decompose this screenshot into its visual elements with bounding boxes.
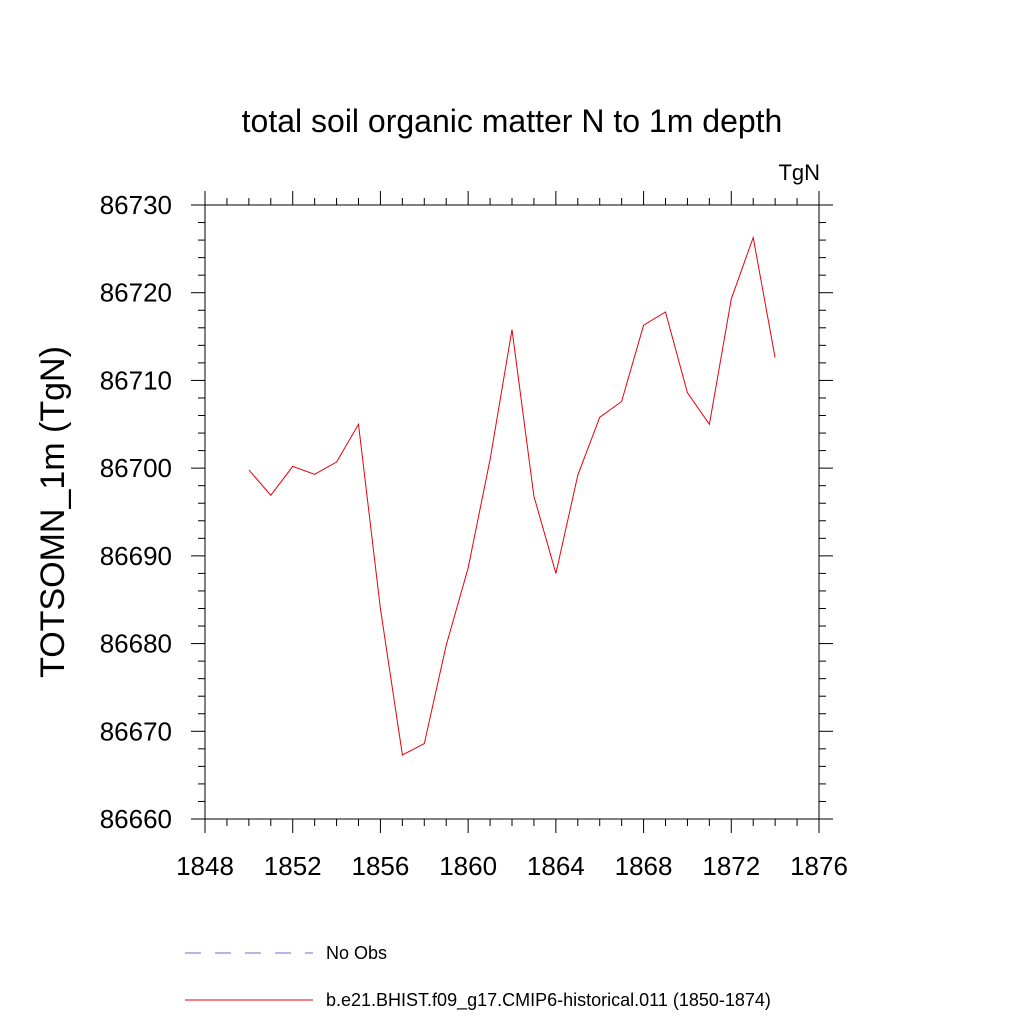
x-tick-label: 1856 [352,851,410,881]
x-tick-label: 1864 [527,851,585,881]
x-axis-tick-labels: 1848 1852 1856 1860 1864 1868 1872 1876 [176,851,848,881]
x-tick-label: 1872 [702,851,760,881]
x-tick-label: 1868 [615,851,673,881]
y-tick-label: 86680 [100,629,172,659]
legend: No Obs b.e21.BHIST.f09_g17.CMIP6-histori… [185,943,771,1011]
x-tick-label: 1876 [790,851,848,881]
y-axis-tick-labels: 86660 86670 86680 86690 86700 86710 86720 86730 [100,190,172,834]
legend-label-no-obs: No Obs [326,943,387,963]
y-tick-label: 86710 [100,365,172,395]
y-axis-ticks [191,204,833,820]
plot-frame [204,204,820,820]
x-tick-label: 1848 [176,851,234,881]
y-axis-label: TOTSOMN_1m (TgN) [34,346,72,678]
y-tick-label: 86660 [100,804,172,834]
series-line-0 [248,235,776,756]
series-layer [248,235,776,756]
y-tick-label: 86730 [100,190,172,220]
x-axis-ticks [204,191,820,833]
y-tick-label: 86690 [100,541,172,571]
y-tick-label: 86720 [100,278,172,308]
y-tick-label: 86670 [100,716,172,746]
x-tick-label: 1860 [439,851,497,881]
y-tick-label: 86700 [100,453,172,483]
units-label: TgN [778,160,820,185]
legend-label-historical-011: b.e21.BHIST.f09_g17.CMIP6-historical.011… [326,990,771,1011]
chart-title: total soil organic matter N to 1m depth [242,103,783,139]
x-tick-label: 1852 [264,851,322,881]
